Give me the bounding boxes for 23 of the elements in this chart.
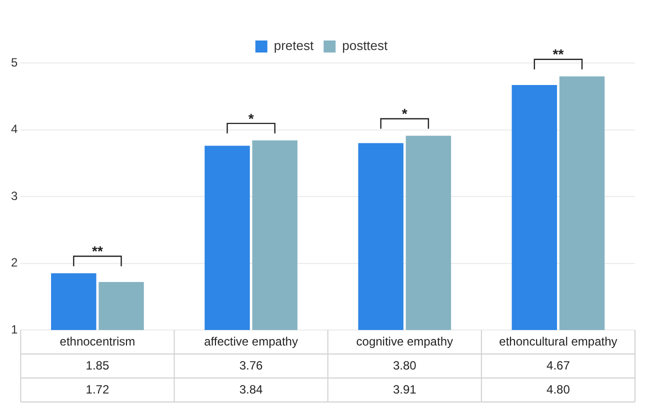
y-tick-label: 2 xyxy=(10,256,18,270)
data-label: 3.84 xyxy=(239,382,264,396)
annotation: ** xyxy=(92,243,104,260)
x-tick-label: cognitive empathy xyxy=(356,334,453,348)
y-tick-label: 5 xyxy=(10,55,18,70)
legend-label: posttest xyxy=(342,38,388,54)
x-tick-label: ethnocentrism xyxy=(60,334,136,348)
y-tick-label: 3 xyxy=(10,188,18,203)
data-label: 1.85 xyxy=(86,358,110,372)
data-label: 4.67 xyxy=(546,358,570,372)
data-label: 3.91 xyxy=(392,382,417,396)
x-tick-label: affective empathy xyxy=(204,334,298,348)
x-tick-label: ethoncultural empathy xyxy=(499,334,618,348)
annotation: * xyxy=(248,110,254,126)
data-label: 1.72 xyxy=(86,382,110,396)
y-tick-label: 1 xyxy=(10,322,18,336)
data-label: 4.80 xyxy=(546,382,570,396)
legend-label: pretest xyxy=(274,38,314,54)
data-label: 3.80 xyxy=(392,358,417,372)
y-tick-label: 4 xyxy=(10,122,18,136)
data-label: 3.76 xyxy=(239,358,264,372)
text: ** xyxy=(552,46,564,62)
annotation: * xyxy=(402,106,408,122)
